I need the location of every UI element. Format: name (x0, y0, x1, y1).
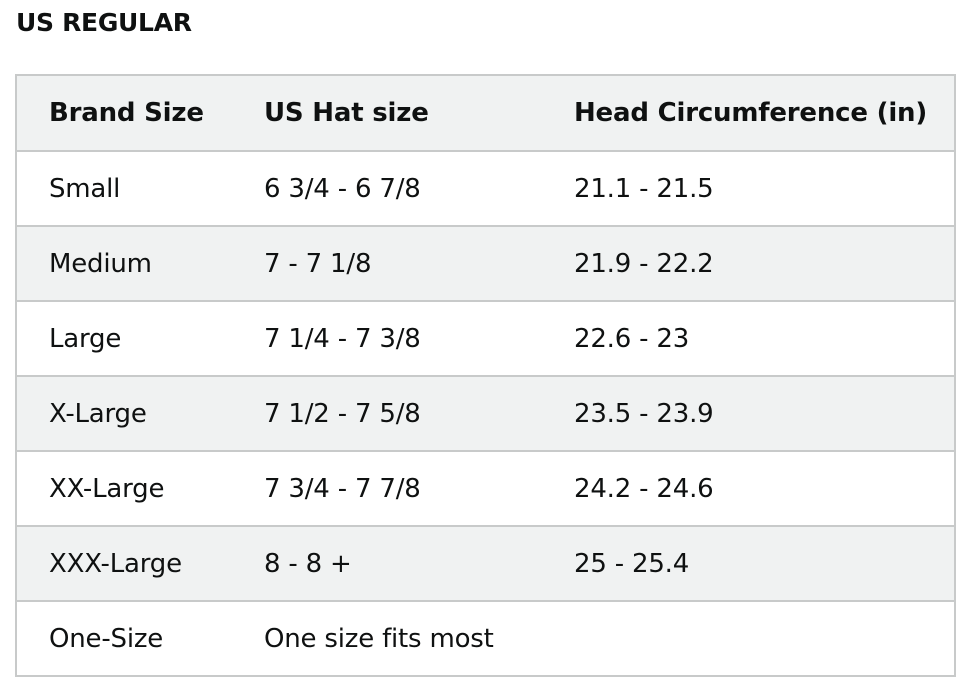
table-row: X-Large 7 1/2 - 7 5/8 23.5 - 23.9 (16, 376, 955, 452)
brand-size-cell: One-Size (16, 601, 232, 677)
us-hat-size-cell: 6 3/4 - 6 7/8 (232, 151, 542, 227)
brand-size-cell: Large (16, 301, 232, 377)
us-hat-size-cell: One size fits most (232, 601, 542, 677)
brand-size-cell: X-Large (16, 376, 232, 452)
head-circumference-cell: 21.9 - 22.2 (542, 226, 955, 302)
head-circumference-cell: 24.2 - 24.6 (542, 451, 955, 527)
head-circumference-cell: 25 - 25.4 (542, 526, 955, 602)
brand-size-cell: Small (16, 151, 232, 227)
us-hat-size-cell: 7 - 7 1/8 (232, 226, 542, 302)
us-hat-size-cell: 7 1/2 - 7 5/8 (232, 376, 542, 452)
header-row: Brand Size US Hat size Head Circumferenc… (16, 75, 955, 152)
header-head-circumference: Head Circumference (in) (542, 75, 955, 152)
size-chart-table: Brand Size US Hat size Head Circumferenc… (15, 74, 956, 677)
head-circumference-cell (542, 601, 955, 677)
us-hat-size-cell: 7 3/4 - 7 7/8 (232, 451, 542, 527)
head-circumference-cell: 21.1 - 21.5 (542, 151, 955, 227)
header-us-hat-size: US Hat size (232, 75, 542, 152)
table-row: XX-Large 7 3/4 - 7 7/8 24.2 - 24.6 (16, 451, 955, 527)
table-title: US REGULAR (16, 8, 192, 37)
head-circumference-cell: 23.5 - 23.9 (542, 376, 955, 452)
brand-size-cell: Medium (16, 226, 232, 302)
header-brand-size: Brand Size (16, 75, 232, 152)
head-circumference-cell: 22.6 - 23 (542, 301, 955, 377)
table-row: Small 6 3/4 - 6 7/8 21.1 - 21.5 (16, 151, 955, 227)
table-row: Medium 7 - 7 1/8 21.9 - 22.2 (16, 226, 955, 302)
brand-size-cell: XXX-Large (16, 526, 232, 602)
us-hat-size-cell: 7 1/4 - 7 3/8 (232, 301, 542, 377)
table-row: One-Size One size fits most (16, 601, 955, 677)
table-row: Large 7 1/4 - 7 3/8 22.6 - 23 (16, 301, 955, 377)
brand-size-cell: XX-Large (16, 451, 232, 527)
table-row: XXX-Large 8 - 8 +25 - 25.4 (16, 526, 955, 602)
us-hat-size-cell: 8 - 8 + (232, 526, 542, 602)
